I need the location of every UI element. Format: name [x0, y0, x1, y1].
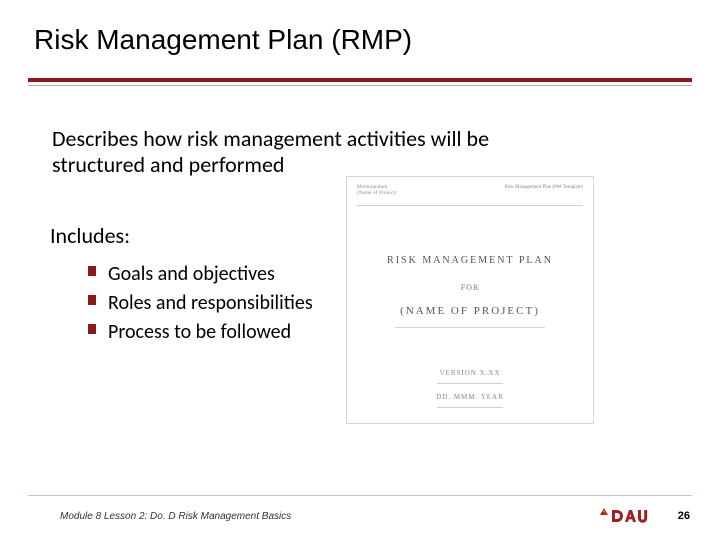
doc-header-left-line2: (Name of Project): [357, 191, 397, 196]
doc-header-right: Risk Management Plan (### Template): [505, 185, 583, 190]
doc-project-name: (NAME OF PROJECT): [347, 305, 593, 317]
footer-text: Module 8 Lesson 2: Do. D Risk Management…: [60, 511, 291, 522]
doc-header-left: Memorandum (Name of Project): [357, 185, 397, 197]
slide-title: Risk Management Plan (RMP): [34, 24, 412, 56]
doc-rule: [357, 205, 583, 206]
list-item: Process to be followed: [88, 318, 313, 347]
includes-label: Includes:: [50, 222, 130, 249]
doc-header-left-line1: Memorandum: [357, 185, 387, 190]
dau-logo: [598, 506, 652, 528]
title-rule-thick: [28, 78, 692, 82]
doc-date-label: DD. MMM. YEAR: [347, 393, 593, 401]
doc-rule: [437, 383, 503, 384]
doc-for-label: FOR: [347, 283, 593, 292]
description-text: Describes how risk management activities…: [52, 126, 532, 179]
page-number: 26: [678, 510, 690, 522]
title-rule-thin: [28, 85, 692, 86]
doc-rule: [437, 407, 503, 408]
doc-version-label: VERSION X.XX: [347, 369, 593, 377]
bullet-list: Goals and objectives Roles and responsib…: [88, 260, 313, 347]
list-item: Goals and objectives: [88, 260, 313, 289]
doc-project-underline: [395, 327, 545, 328]
slide: Risk Management Plan (RMP) Describes how…: [0, 0, 720, 540]
footer-rule: [28, 495, 692, 496]
document-preview: Memorandum (Name of Project) Risk Manage…: [346, 176, 594, 424]
list-item: Roles and responsibilities: [88, 289, 313, 318]
doc-title: RISK MANAGEMENT PLAN: [347, 255, 593, 266]
